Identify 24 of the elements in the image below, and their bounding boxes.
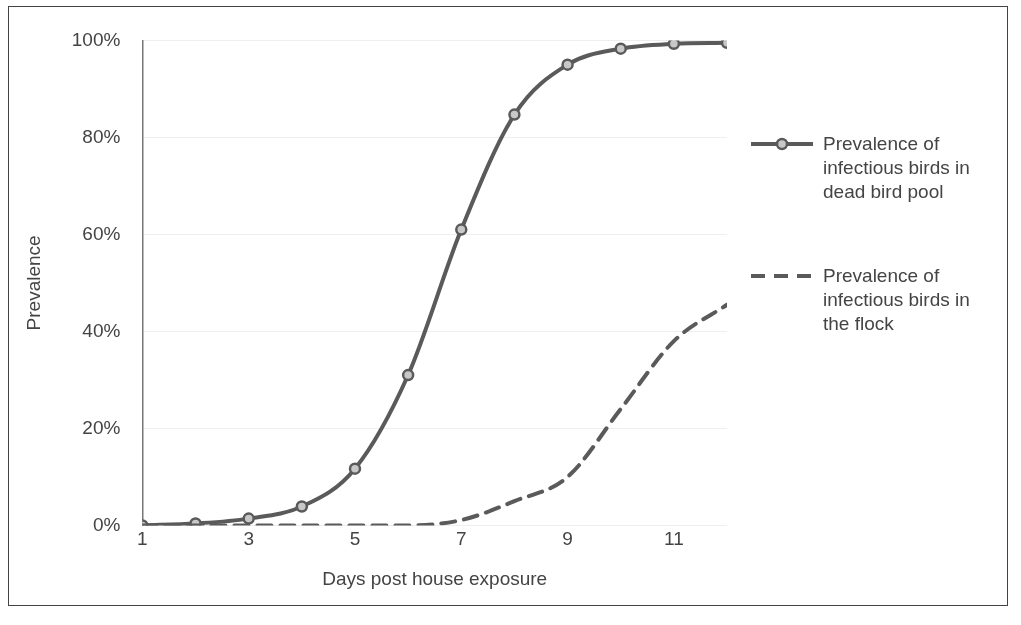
point [561,58,574,71]
legend-label: Prevalence of infectious birds in the flock [823,264,971,336]
x-tick-label: 11 [663,528,684,550]
point [667,40,681,51]
x-tick-label: 3 [243,528,254,550]
legend-label: Prevalence of infectious birds in dead bird pool [823,132,971,204]
point [401,368,415,382]
x-tick-label: 1 [137,528,148,550]
point [455,223,468,236]
y-tick-label: 40% [82,319,121,341]
point [295,500,309,513]
point [614,42,627,55]
y-tick-label: 100% [71,28,121,50]
x-axis-title: Days post house exposure [322,567,548,589]
y-tick-label: 60% [82,222,121,244]
point [508,108,521,121]
y-axis-title: Prevalence [22,235,44,331]
x-tick-label: 7 [455,528,467,550]
y-tick-label: 20% [82,416,121,438]
y-tick-label: 0% [92,513,121,535]
y-tick-label: 80% [82,125,121,147]
point [348,462,362,475]
x-tick-label: 9 [562,528,573,550]
x-tick-label: 5 [349,528,361,550]
